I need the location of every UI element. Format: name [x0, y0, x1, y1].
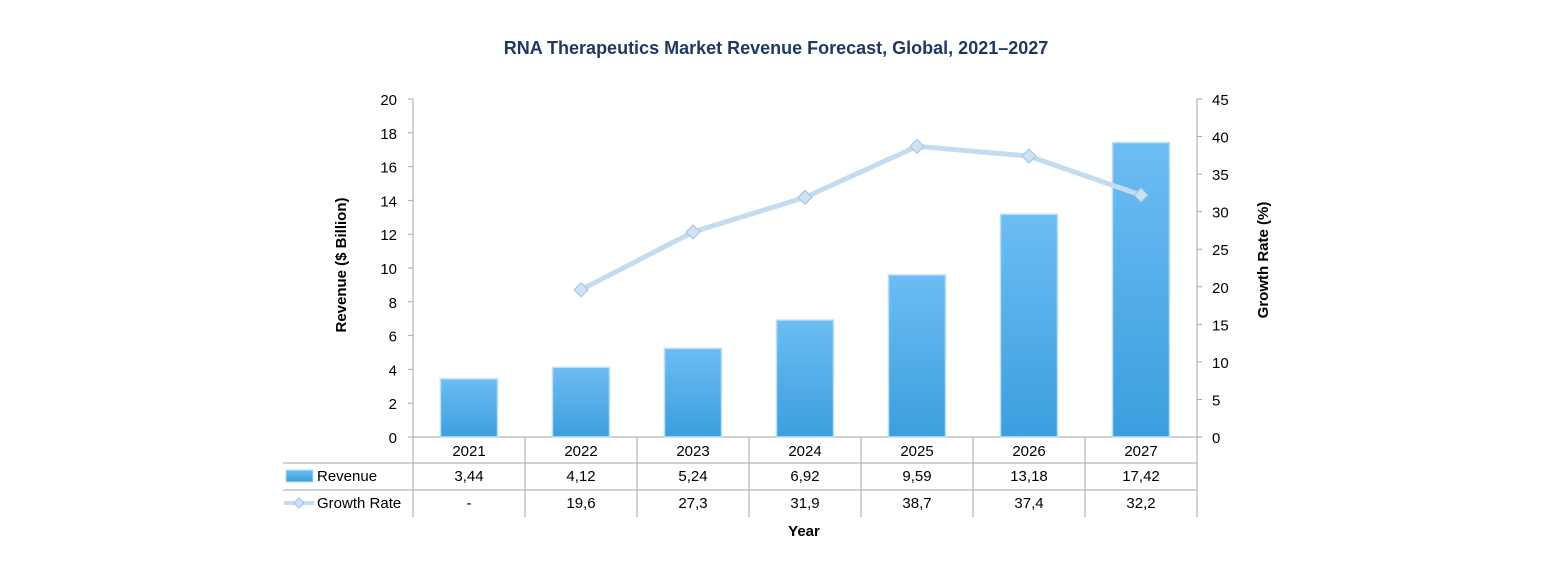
bar-revenue-2024: [775, 319, 835, 438]
y2-tick-label: 15: [1212, 317, 1229, 334]
table-cell-revenue: 17,42: [1122, 468, 1160, 485]
table-cell-revenue: 13,18: [1010, 468, 1048, 485]
table-cell-growth: 19,6: [566, 495, 595, 512]
y-tick-label: 14: [380, 193, 397, 210]
x-tick-label: 2025: [900, 443, 933, 460]
y2-tick-label: 10: [1212, 355, 1229, 372]
table-cell-revenue: 3,44: [454, 468, 483, 485]
y-tick-label: 16: [380, 160, 397, 177]
table-cell-growth: 37,4: [1014, 495, 1043, 512]
line-growth-rate: [579, 143, 1142, 293]
x-tick-label: 2024: [788, 443, 821, 460]
y2-tick-label: 5: [1212, 392, 1220, 409]
point-growth-2022: [573, 282, 589, 298]
table-cell-growth: 31,9: [790, 495, 819, 512]
y-tick-label: 10: [380, 261, 397, 278]
y2-tick-label: 35: [1212, 167, 1229, 184]
x-tick-label: 2027: [1124, 443, 1157, 460]
table-cell-revenue: 5,24: [678, 468, 707, 485]
bar-revenue-2022: [551, 366, 611, 438]
y-tick-label: 4: [389, 362, 397, 379]
table-cell-revenue: 9,59: [902, 468, 931, 485]
y2-tick-label: 30: [1212, 205, 1229, 222]
y2-tick-label: 40: [1212, 130, 1229, 147]
table-cell-growth: 38,7: [902, 495, 931, 512]
point-growth-2023: [685, 224, 701, 240]
y-tick-label: 6: [389, 329, 397, 346]
x-axis-label: Year: [788, 523, 820, 540]
chart-title: RNA Therapeutics Market Revenue Forecast…: [504, 38, 1049, 58]
x-tick-label: 2023: [676, 443, 709, 460]
bar-revenue-2026: [999, 213, 1059, 438]
table-cell-growth: 32,2: [1126, 495, 1155, 512]
table-cell-revenue: 6,92: [790, 468, 819, 485]
bar-revenue-2021: [439, 378, 499, 438]
y-tick-label: 2: [389, 396, 397, 413]
table-cell-revenue: 4,12: [566, 468, 595, 485]
point-growth-2026: [1021, 148, 1037, 164]
legend-revenue-swatch: [285, 469, 314, 483]
x-tick-label: 2026: [1012, 443, 1045, 460]
y2-tick-label: 20: [1212, 280, 1229, 297]
point-growth-2027: [1133, 187, 1149, 203]
table-cell-growth: 27,3: [678, 495, 707, 512]
bar-revenue-2023: [663, 347, 723, 438]
legend-growth-marker-icon: [293, 497, 305, 509]
point-growth-2025: [909, 138, 925, 155]
y-tick-label: 12: [380, 227, 397, 244]
y2-tick-label: 25: [1212, 242, 1229, 259]
table-cell-growth: -: [467, 495, 472, 512]
x-tick-label: 2021: [452, 443, 485, 460]
y-axis-label: Revenue ($ Billion): [333, 197, 350, 332]
bar-revenue-2025: [887, 274, 947, 438]
y-tick-label: 18: [380, 126, 397, 143]
y2-tick-label: 0: [1212, 430, 1220, 447]
legend-revenue-label: Revenue: [317, 468, 377, 485]
x-tick-label: 2022: [564, 443, 597, 460]
legend-growth-label: Growth Rate: [317, 495, 401, 512]
point-growth-2024: [797, 189, 813, 206]
y-tick-label: 8: [389, 295, 397, 312]
y-tick-label: 0: [389, 430, 397, 447]
y2-tick-label: 45: [1212, 92, 1229, 109]
y2-axis-label: Growth Rate (%): [1255, 202, 1272, 319]
y-tick-label: 20: [380, 92, 397, 109]
